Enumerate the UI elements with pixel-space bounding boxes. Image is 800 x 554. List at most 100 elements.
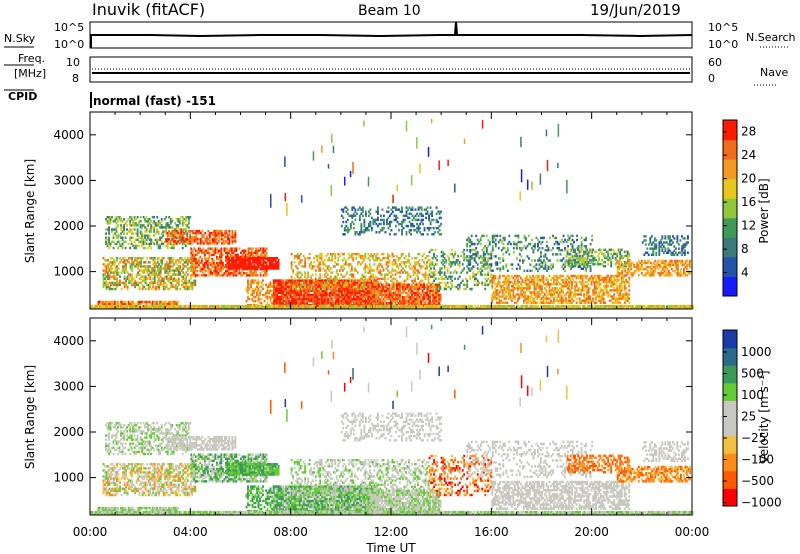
echo-cell [524, 280, 527, 284]
echo-cell [125, 267, 128, 270]
echo-cell [354, 283, 357, 286]
echo-cell [406, 275, 409, 278]
echo-cell [463, 254, 466, 258]
echo-cell [184, 240, 187, 243]
echo-cell [123, 267, 126, 270]
echo-cell [409, 267, 412, 270]
echo-cell [442, 254, 445, 258]
echo-cell [176, 267, 179, 270]
echo-cell [212, 259, 215, 263]
echo-cell [251, 281, 254, 284]
echo-cell [328, 301, 331, 305]
echo-cell [173, 263, 176, 266]
echo-cell [157, 232, 160, 235]
echo-cell [185, 261, 188, 264]
echo-cell [151, 226, 154, 229]
echo-cell [261, 255, 263, 259]
echo-cell [307, 285, 310, 289]
echo-cell [317, 254, 320, 258]
echo-cell [408, 297, 410, 301]
echo-cell [424, 299, 427, 303]
echo-cell [268, 283, 270, 286]
echo-cell [137, 263, 140, 266]
echo-cell [209, 261, 212, 265]
echo-cell [509, 276, 512, 280]
echo-cell [227, 274, 230, 277]
echo-cell [126, 228, 129, 231]
echo-cell [215, 265, 218, 269]
echo-cell [150, 242, 153, 246]
echo-cell [241, 270, 244, 273]
echo-cell [438, 289, 441, 293]
echo-cell [178, 236, 181, 239]
echo-cell [443, 271, 446, 274]
echo-cell [317, 277, 320, 280]
echo-cell [457, 263, 460, 266]
echo-cell [233, 267, 236, 271]
echo-cell [542, 291, 545, 294]
echo-cell [306, 283, 309, 286]
echo-cell [317, 261, 320, 264]
echo-cell [498, 301, 501, 304]
echo-cell [423, 295, 426, 299]
echo-cell [169, 234, 172, 237]
nave-tick-top: 60 [708, 56, 722, 69]
echo-cell [374, 287, 377, 291]
echo-cell [354, 293, 357, 297]
echo-cell [313, 287, 316, 291]
echo-cell [399, 281, 401, 285]
echo-cell [153, 226, 156, 229]
echo-cell [211, 238, 214, 241]
echo-cell [377, 277, 380, 280]
echo-cell [235, 263, 238, 266]
echo-cell [358, 254, 361, 258]
echo-cell [316, 283, 319, 286]
echo-cell [415, 269, 418, 272]
echo-cell [97, 302, 100, 306]
echo-cell [116, 283, 118, 287]
echo-cell [180, 269, 183, 272]
echo-cell [376, 295, 379, 299]
echo-cell [417, 224, 420, 228]
echo-cell [247, 261, 250, 264]
echo-cell [325, 291, 328, 295]
echo-cell [416, 226, 418, 230]
echo-cell [322, 279, 325, 282]
echo-cell [436, 259, 439, 262]
echo-cell [161, 283, 164, 287]
echo-cell [335, 271, 338, 274]
echo-cell [129, 275, 132, 278]
echo-cell [285, 293, 288, 297]
echo-cell [367, 301, 370, 305]
echo-cell [208, 236, 211, 239]
echo-cell [325, 293, 328, 297]
echo-cell [137, 261, 140, 264]
echo-cell [99, 300, 101, 304]
echo-cell [241, 261, 244, 264]
echo-cell [174, 277, 177, 280]
echo-cell [343, 289, 346, 293]
echo-cell [405, 291, 407, 295]
echo-cell [500, 295, 503, 298]
echo-cell [202, 267, 205, 271]
echo-cell [138, 273, 141, 276]
echo-cell [531, 297, 534, 300]
echo-cell [102, 281, 105, 285]
echo-cell [277, 285, 280, 288]
echo-cell [148, 234, 151, 237]
echo-cell [418, 281, 421, 285]
echo-cell [223, 229, 226, 233]
echo-cell [177, 231, 180, 235]
echo-cell [358, 283, 361, 286]
echo-cell [425, 216, 428, 220]
echo-cell [357, 208, 360, 211]
echo-cell [357, 279, 360, 282]
echo-cell [406, 295, 409, 299]
echo-cell [194, 267, 197, 270]
echo-cell [113, 287, 115, 291]
echo-cell [187, 226, 190, 229]
echo-cell [436, 285, 439, 288]
echo-cell [194, 279, 197, 283]
echo-cell [348, 303, 351, 307]
echo-cell [233, 272, 236, 275]
